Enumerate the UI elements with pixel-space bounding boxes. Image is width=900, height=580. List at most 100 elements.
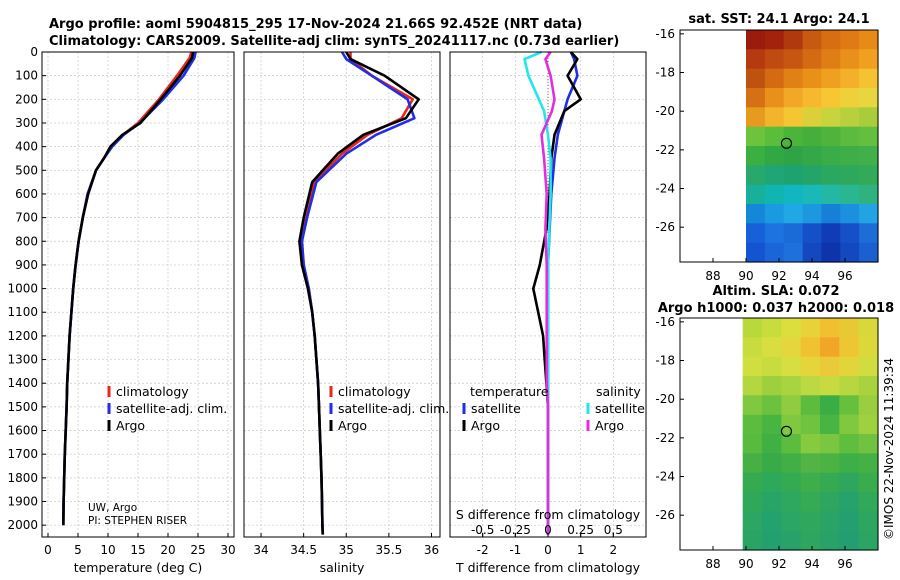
heatmap-cell bbox=[821, 107, 841, 128]
heatmap-cell bbox=[781, 472, 802, 493]
x-tick-label: 34 bbox=[253, 543, 268, 557]
heatmap-cell bbox=[783, 146, 804, 166]
heatmap-cell bbox=[858, 376, 879, 396]
heatmap-cell bbox=[802, 223, 823, 244]
heatmap-cell bbox=[839, 356, 860, 377]
heatmap-cell bbox=[821, 184, 841, 205]
heatmap-cell bbox=[858, 453, 879, 474]
heatmap-cell bbox=[742, 472, 763, 493]
pi-annotation: PI: STEPHEN RISER bbox=[88, 515, 187, 527]
heatmap-cell bbox=[746, 223, 766, 244]
heatmap-cell bbox=[783, 242, 804, 263]
y-tick-label: 0 bbox=[30, 45, 38, 59]
heatmap-cell bbox=[820, 414, 840, 435]
sst-map-title: sat. SST: 24.1 Argo: 24.1 bbox=[688, 12, 869, 27]
heatmap-cell bbox=[742, 395, 763, 416]
heatmap-cell bbox=[762, 395, 782, 416]
heatmap-cell bbox=[821, 242, 841, 263]
lon-tick-label: 88 bbox=[705, 557, 720, 571]
heatmap-cell bbox=[746, 184, 766, 205]
lat-tick-label: -24 bbox=[655, 470, 675, 484]
heatmap-cell bbox=[742, 530, 763, 551]
s-tick-label: -0.5 bbox=[471, 523, 494, 537]
heatmap-cell bbox=[820, 434, 840, 454]
plot-area bbox=[244, 52, 440, 537]
y-tick-label: 500 bbox=[15, 163, 38, 177]
heatmap-cell bbox=[764, 223, 785, 244]
heatmap-cell bbox=[781, 395, 802, 416]
heatmap-cell bbox=[859, 68, 879, 89]
heatmap-cell bbox=[781, 356, 802, 377]
heatmap-cell bbox=[802, 68, 823, 89]
heatmap-cell bbox=[800, 511, 821, 532]
lat-tick-label: -22 bbox=[655, 431, 675, 445]
heatmap-cell bbox=[764, 165, 785, 186]
s-tick-label: 0.25 bbox=[567, 523, 594, 537]
s-tick-label: 0 bbox=[544, 523, 552, 537]
heatmap-cell bbox=[742, 453, 763, 474]
sla-map-subtitle: Argo h1000: 0.037 h2000: 0.018 bbox=[658, 301, 894, 316]
heatmap-cell bbox=[859, 88, 879, 108]
legend-entry-temperature: Argo bbox=[471, 418, 500, 433]
heatmap-cell bbox=[802, 242, 823, 263]
heatmap-cell bbox=[742, 492, 763, 512]
heatmap-cell bbox=[746, 68, 766, 89]
heatmap-cell bbox=[858, 530, 879, 551]
heatmap-cell bbox=[742, 356, 763, 377]
heatmap-cell bbox=[800, 472, 821, 493]
y-tick-label: 1800 bbox=[7, 471, 38, 485]
heatmap-cell bbox=[840, 49, 860, 70]
x-tick-label: 2 bbox=[610, 543, 618, 557]
lon-tick-label: 92 bbox=[771, 557, 786, 571]
sla-map-panel: 88 90 92 94 96 -16 -18 -20 -22 -24 -26 Altim. SLA: … bbox=[655, 284, 894, 571]
heatmap-cell bbox=[820, 492, 840, 512]
y-tick-label: 1500 bbox=[7, 400, 38, 414]
heatmap-cell bbox=[821, 165, 841, 186]
y-tick-label: 1200 bbox=[7, 329, 38, 343]
lat-tick-label: -22 bbox=[655, 143, 675, 157]
heatmap-cell bbox=[764, 242, 785, 263]
heatmap-cell bbox=[802, 88, 823, 108]
y-tick-label: 1100 bbox=[7, 305, 38, 319]
salinity-profile-panel: 34 34.5 35 35.5 36 salinity climatology satelli… bbox=[243, 51, 449, 575]
sst-map-panel: 88 90 92 94 96 -16 -18 -20 -22 -24 -26 sat. SST: 24… bbox=[655, 12, 879, 283]
heatmap-cell bbox=[820, 453, 840, 474]
s-axis-label: S difference from climatology bbox=[456, 507, 641, 522]
series-line-s-argo bbox=[540, 51, 556, 535]
y-tick-label: 100 bbox=[15, 69, 38, 83]
s-tick-label: 0.5 bbox=[604, 523, 623, 537]
temperature-profile-panel: 0 5 10 15 20 25 300100200300400500600700800900… bbox=[7, 45, 235, 575]
heatmap-cell bbox=[742, 376, 763, 396]
y-tick-label: 1900 bbox=[7, 495, 38, 509]
legend-title-temperature: temperature bbox=[470, 384, 549, 399]
heatmap-cell bbox=[820, 376, 840, 396]
heatmap-cell bbox=[840, 146, 860, 166]
heatmap-cell bbox=[821, 88, 841, 108]
heatmap-cell bbox=[800, 434, 821, 454]
pi-annotation: UW, Argo bbox=[88, 502, 137, 514]
heatmap-cell bbox=[858, 395, 879, 416]
heatmap-cell bbox=[762, 376, 782, 396]
heatmap-cell bbox=[800, 356, 821, 377]
x-tick-label: 30 bbox=[220, 543, 235, 557]
heatmap-cell bbox=[802, 184, 823, 205]
heatmap-cell bbox=[820, 530, 840, 551]
heatmap-cell bbox=[821, 49, 841, 70]
heatmap-cell bbox=[802, 204, 823, 224]
lon-tick-label: 94 bbox=[804, 269, 819, 283]
heatmap-cell bbox=[821, 68, 841, 89]
heatmap-cell bbox=[764, 146, 785, 166]
legend-title-salinity: salinity bbox=[596, 384, 641, 399]
heatmap-cell bbox=[802, 146, 823, 166]
lat-tick-label: -16 bbox=[655, 315, 675, 329]
x-axis-label: temperature (deg C) bbox=[74, 560, 203, 575]
heatmap-cell bbox=[859, 242, 879, 263]
heatmap-cell bbox=[746, 242, 766, 263]
heatmap-cell bbox=[800, 318, 821, 338]
heatmap-cell bbox=[820, 511, 840, 532]
y-tick-label: 1400 bbox=[7, 376, 38, 390]
heatmap-cell bbox=[840, 68, 860, 89]
heatmap-cell bbox=[840, 242, 860, 263]
heatmap-cell bbox=[781, 453, 802, 474]
heatmap-cell bbox=[781, 492, 802, 512]
